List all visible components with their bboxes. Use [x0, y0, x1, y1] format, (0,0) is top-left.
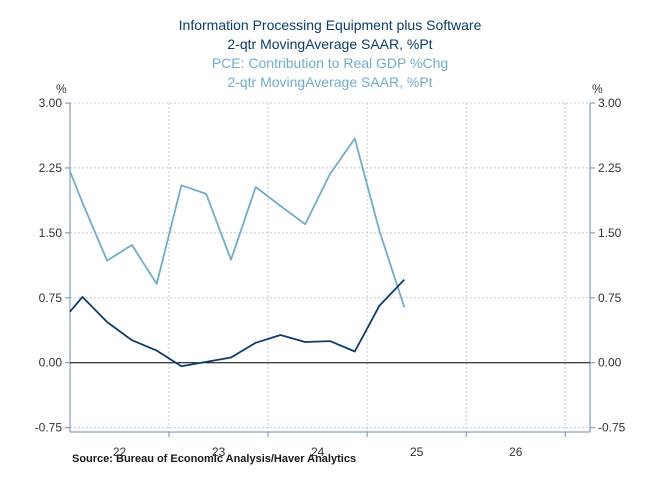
tick-labels: 3.00 3.00 2.25 2.25 1.50 1.50 0.75 0.75 0.00 0.00… — [35, 96, 626, 459]
series — [69, 137, 406, 368]
x-tick-label: 23 — [212, 445, 226, 459]
y-tick-label-left: 2.25 — [39, 161, 63, 175]
y-tick-label-right: 2.25 — [598, 161, 622, 175]
y-tick-label-right: 1.50 — [598, 226, 622, 240]
grid — [70, 102, 590, 432]
x-tick-label: 25 — [410, 445, 424, 459]
x-tick-label: 26 — [509, 445, 523, 459]
y-tick-label-left: 3.00 — [39, 96, 63, 110]
y-tick-label-left: 0.00 — [39, 356, 63, 370]
y-tick-label-right: 3.00 — [598, 96, 622, 110]
x-tick-label: 22 — [113, 445, 127, 459]
title-line-3: PCE: Contribution to Real GDP %Chg — [212, 55, 448, 71]
title-line-1: Information Processing Equipment plus So… — [179, 17, 482, 33]
chart-title: Information Processing Equipment plus So… — [179, 17, 482, 90]
y-tick-label-left: 1.50 — [39, 226, 63, 240]
x-tick-label: 24 — [311, 445, 325, 459]
series-line-0 — [69, 278, 405, 368]
title-line-4: 2-qtr MovingAverage SAAR, %Pt — [227, 74, 432, 90]
y-tick-label-left: 0.75 — [39, 291, 63, 305]
axes — [65, 102, 595, 437]
y-tick-label-right: -0.75 — [598, 421, 626, 435]
left-unit-label: % — [56, 82, 67, 96]
title-line-2: 2-qtr MovingAverage SAAR, %Pt — [227, 36, 432, 52]
source-note: Source: Bureau of Economic Analysis/Have… — [72, 453, 356, 465]
series-line-1 — [69, 137, 406, 308]
y-tick-label-right: 0.00 — [598, 356, 622, 370]
right-unit-label: % — [592, 82, 603, 96]
y-tick-label-right: 0.75 — [598, 291, 622, 305]
y-tick-label-left: -0.75 — [35, 421, 63, 435]
